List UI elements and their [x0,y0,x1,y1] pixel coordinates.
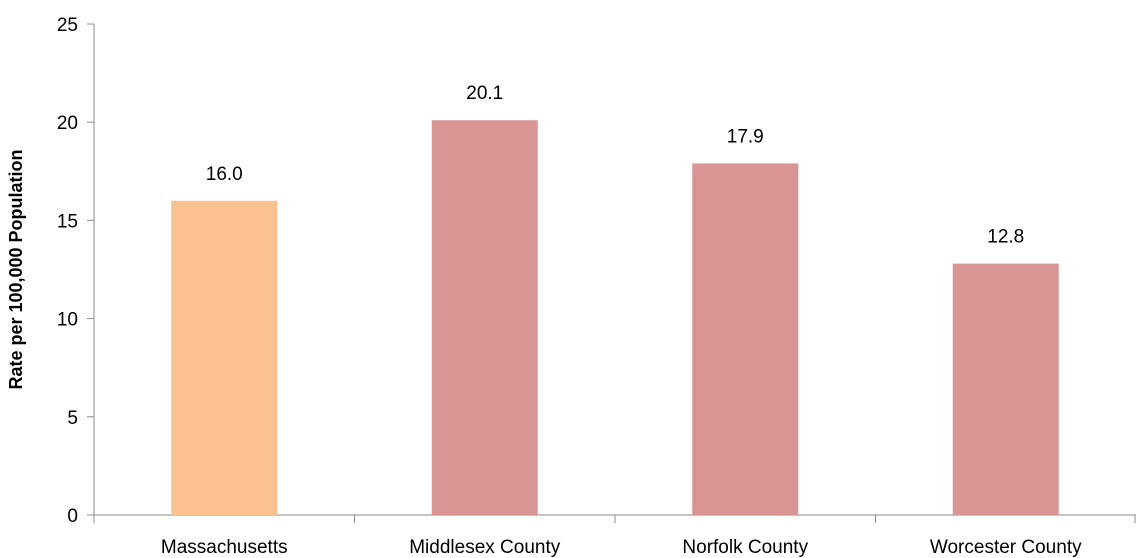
x-axis: Massachusetts Middlesex County Norfolk Cou… [93,514,1136,558]
data-label: 12.8 [987,227,1024,248]
bars [171,120,1059,516]
bar [171,200,278,515]
x-tick-label: Middlesex County [409,537,561,558]
y-tick-label: 5 [67,408,78,429]
y-tick-label: 15 [57,211,78,232]
y-axis-title: Rate per 100,000 Population [6,149,26,389]
y-tick-label: 25 [57,15,78,36]
y-tick-label: 20 [57,113,78,134]
x-tick-label: Norfolk County [682,537,808,558]
data-label: 16.0 [206,164,243,185]
data-label: 17.9 [727,126,764,147]
x-tick-label: Worcester County [930,537,1082,558]
data-label: 20.1 [466,83,503,104]
bar [431,120,538,516]
bar [692,163,799,515]
bar [952,263,1059,515]
data-labels: 16.0 20.1 17.9 12.8 [206,83,1024,247]
y-tick-label: 0 [67,506,78,527]
y-tick-label: 10 [57,310,78,331]
y-axis: 0 5 10 15 20 25 [57,15,95,527]
x-tick-label: Massachusetts [161,537,288,558]
